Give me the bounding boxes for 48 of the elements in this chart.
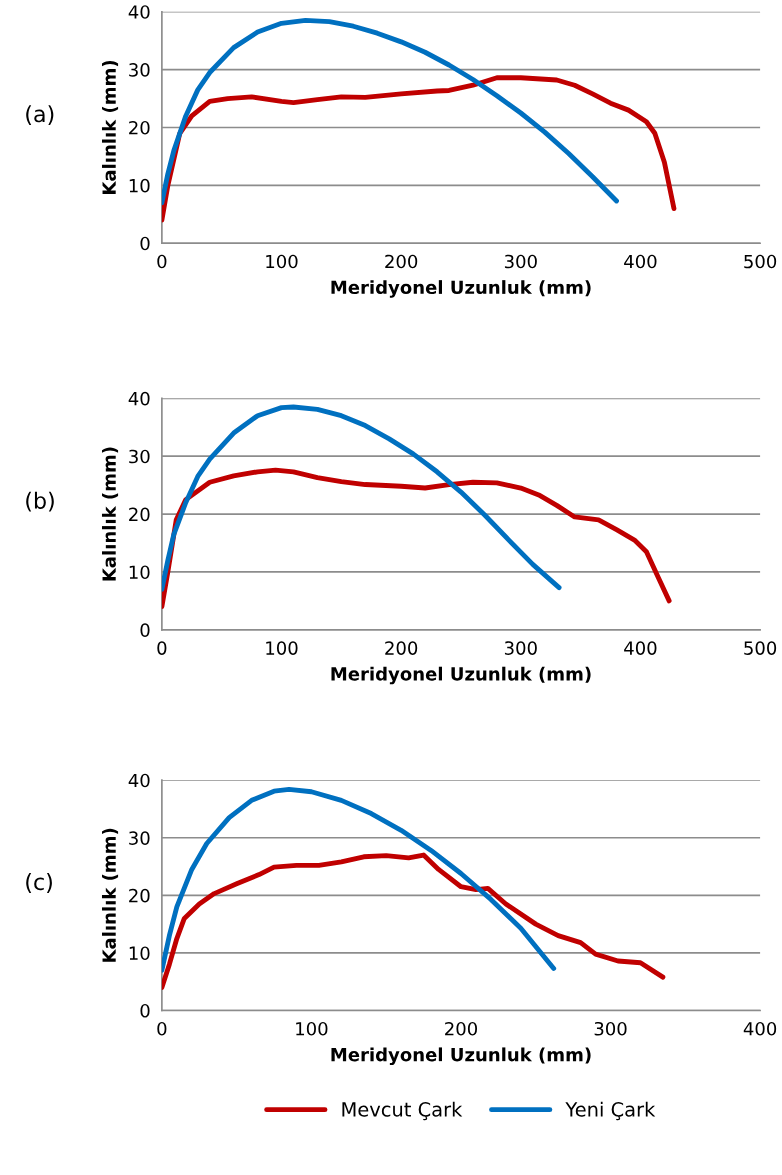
- y-tick-label: 20: [129, 888, 150, 903]
- y-axis-title: Kalınlık (mm): [101, 447, 119, 581]
- y-tick-label: 40: [128, 5, 150, 19]
- y-tick-label: 20: [129, 120, 150, 135]
- x-tick-label: 500: [744, 641, 777, 655]
- x-tick-label: 400: [743, 1021, 777, 1036]
- y-tick-label: 0: [140, 623, 150, 637]
- line-series: [161, 404, 562, 592]
- x-tick-label: 200: [445, 1021, 478, 1036]
- x-tick-label: 400: [624, 641, 657, 655]
- y-tick-label: 0: [140, 236, 150, 251]
- x-axis-title: Meridyonel Uzunluk (mm): [331, 1047, 591, 1066]
- y-tick-label: 20: [129, 507, 150, 522]
- y-tick-label: 10: [129, 178, 150, 193]
- y-tick-label: 10: [129, 565, 150, 580]
- y-tick-label: 40: [128, 391, 150, 406]
- x-tick-label: 400: [624, 254, 657, 269]
- legend-label: Mevcut Çark: [342, 1101, 463, 1121]
- y-tick-label: 30: [129, 449, 150, 464]
- y-axis-title: Kalınlık (mm): [101, 828, 119, 962]
- x-tick-label: 200: [385, 641, 418, 655]
- y-axis-title: Kalınlık (mm): [101, 60, 119, 194]
- text: (a): [26, 105, 54, 125]
- x-tick-label: 100: [266, 641, 298, 655]
- x-tick-label: 100: [296, 1021, 328, 1036]
- line-series: [161, 75, 677, 223]
- x-tick-label: 200: [385, 254, 418, 269]
- x-tick-label: 100: [266, 254, 298, 269]
- x-tick-label: 300: [504, 641, 537, 655]
- y-tick-label: 0: [140, 1003, 150, 1018]
- line-series: [161, 786, 557, 973]
- x-tick-label: 300: [594, 1021, 627, 1036]
- text: (c): [26, 873, 52, 893]
- x-axis-title: Meridyonel Uzunluk (mm): [331, 666, 591, 685]
- text: (b): [26, 491, 54, 512]
- x-tick-label: 300: [504, 254, 537, 269]
- x-tick-label: 0: [157, 641, 167, 655]
- y-tick-label: 30: [129, 63, 150, 77]
- x-tick-label: 500: [744, 254, 777, 269]
- x-axis-title: Meridyonel Uzunluk (mm): [331, 280, 591, 298]
- line-series: [161, 18, 619, 206]
- x-tick-label: 0: [157, 254, 167, 269]
- y-tick-label: 10: [129, 946, 150, 961]
- legend-label: Yeni Çark: [565, 1101, 656, 1121]
- y-tick-label: 40: [128, 773, 150, 788]
- line-series: [161, 852, 666, 990]
- y-tick-label: 30: [129, 831, 150, 845]
- x-tick-label: 0: [157, 1021, 167, 1036]
